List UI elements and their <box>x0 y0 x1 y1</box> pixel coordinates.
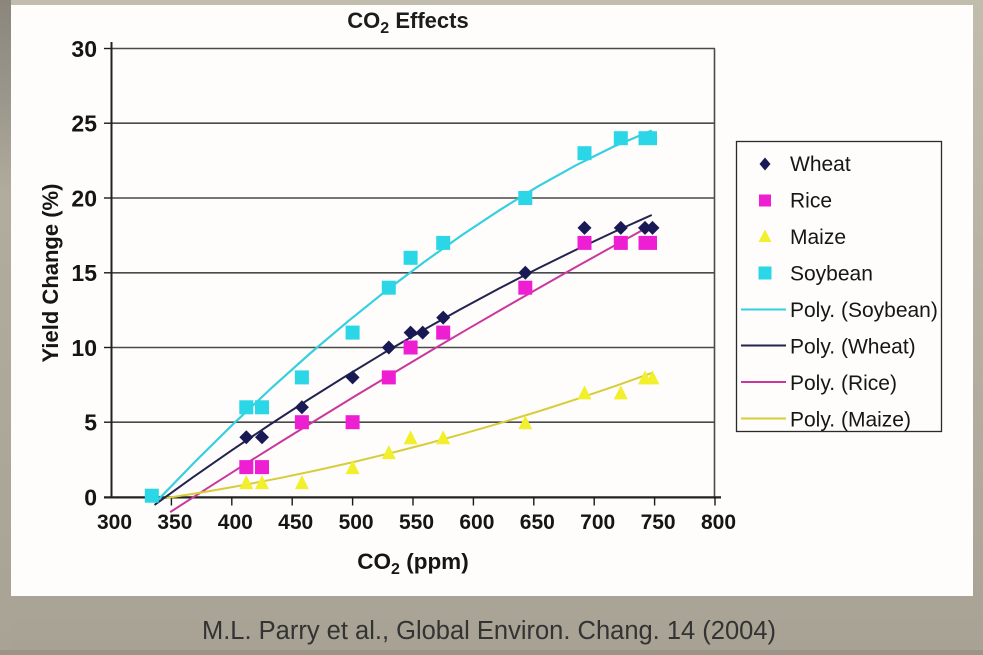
svg-text:M.L. Parry et al., Global Envi: M.L. Parry et al., Global Environ. Chang… <box>202 617 776 645</box>
svg-text:CO2 (ppm): CO2 (ppm) <box>357 549 468 578</box>
svg-text:650: 650 <box>520 511 555 534</box>
svg-text:0: 0 <box>84 484 97 510</box>
svg-text:450: 450 <box>278 511 313 534</box>
svg-text:20: 20 <box>71 185 97 211</box>
svg-text:5: 5 <box>84 410 97 436</box>
svg-text:Poly. (Maize): Poly. (Maize) <box>790 409 911 432</box>
svg-text:Poly. (Rice): Poly. (Rice) <box>790 372 897 395</box>
svg-text:Poly. (Soybean): Poly. (Soybean) <box>790 299 938 322</box>
svg-text:500: 500 <box>339 511 374 534</box>
svg-text:350: 350 <box>157 511 192 534</box>
svg-text:CO2 Effects: CO2 Effects <box>347 8 468 37</box>
svg-text:Yield Change (%): Yield Change (%) <box>38 184 63 363</box>
svg-text:Poly. (Wheat): Poly. (Wheat) <box>790 336 916 359</box>
svg-text:30: 30 <box>71 36 97 62</box>
svg-text:15: 15 <box>71 260 97 286</box>
svg-text:Rice: Rice <box>790 190 832 213</box>
svg-text:400: 400 <box>218 511 253 534</box>
svg-text:700: 700 <box>580 511 615 534</box>
svg-text:550: 550 <box>399 511 434 534</box>
svg-text:Wheat: Wheat <box>790 153 851 176</box>
svg-text:Soybean: Soybean <box>790 263 873 286</box>
svg-text:750: 750 <box>641 511 676 534</box>
svg-text:800: 800 <box>701 511 736 534</box>
svg-text:10: 10 <box>71 335 97 361</box>
svg-text:Maize: Maize <box>790 226 846 249</box>
svg-text:300: 300 <box>97 511 132 534</box>
svg-text:25: 25 <box>71 111 97 137</box>
svg-text:600: 600 <box>459 511 494 534</box>
